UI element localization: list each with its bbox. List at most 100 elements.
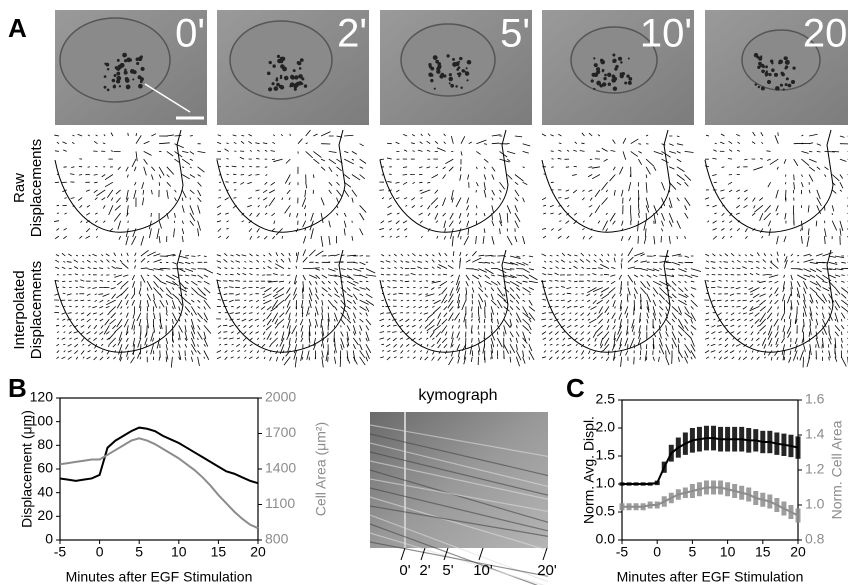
y2-tick-label: 1.4: [805, 426, 825, 442]
texture: [612, 59, 616, 63]
y-tick-label: 80: [37, 436, 53, 452]
texture: [778, 59, 783, 64]
plot-frame: [622, 400, 798, 540]
vector-panel: [380, 130, 532, 245]
texture: [279, 85, 283, 89]
texture: [274, 86, 279, 91]
texture: [304, 84, 307, 87]
vector: [822, 344, 823, 348]
y-tick-label: 1.0: [596, 475, 616, 491]
texture: [443, 74, 446, 77]
y2-tick-label: 1700: [265, 424, 296, 440]
texture: [300, 58, 304, 62]
texture: [272, 64, 275, 67]
texture: [122, 53, 127, 58]
texture: [456, 68, 459, 71]
vector: [380, 159, 384, 160]
texture: [450, 84, 454, 88]
cell-body: [401, 24, 495, 96]
texture: [104, 75, 107, 78]
texture: [628, 81, 632, 85]
texture: [761, 69, 765, 73]
kymo-tick: [401, 548, 405, 560]
row-label-line: Displacements: [28, 261, 45, 359]
vector: [147, 306, 148, 311]
texture: [768, 73, 771, 76]
texture: [114, 74, 117, 77]
texture: [124, 68, 127, 71]
texture: [136, 62, 139, 65]
y2-axis-label: Norm. Cell Area: [829, 420, 845, 519]
row-label: Raw Displacements: [11, 139, 45, 237]
texture: [446, 54, 449, 57]
vector: [424, 268, 428, 269]
texture: [604, 74, 606, 76]
vector: [588, 167, 592, 168]
y2-axis-label: Cell Area (μm²): [313, 422, 329, 516]
vector: [479, 351, 480, 356]
time-label: 2': [337, 12, 367, 56]
texture: [608, 82, 611, 85]
texture: [126, 85, 131, 90]
vector: [272, 159, 275, 160]
vector-panel: [55, 130, 207, 245]
texture: [141, 67, 145, 71]
x-tick-label: 20: [250, 544, 266, 560]
texture: [133, 70, 137, 74]
x-axis-label: Minutes after EGF Stimulation: [66, 569, 253, 585]
texture: [449, 77, 453, 81]
texture: [781, 73, 785, 77]
vector: [88, 300, 91, 301]
texture: [593, 57, 595, 59]
texture: [755, 83, 758, 86]
vector: [399, 293, 403, 294]
x-tick-label: 15: [755, 544, 771, 560]
texture: [603, 77, 606, 80]
vector: [328, 306, 329, 309]
vector: [282, 236, 283, 239]
vector: [778, 306, 779, 309]
texture: [628, 57, 630, 59]
texture: [591, 79, 594, 82]
panel-label: C: [566, 373, 585, 403]
texture: [766, 70, 768, 72]
texture: [628, 77, 632, 81]
row-label-line: Interpolated: [11, 270, 28, 349]
texture: [593, 88, 595, 90]
vector: [226, 159, 228, 160]
y2-tick-label: 1400: [265, 460, 296, 476]
texture: [436, 69, 440, 73]
x-tick-label: 15: [211, 544, 227, 560]
texture: [466, 67, 468, 69]
y-tick-label: 120: [30, 389, 54, 405]
texture: [112, 79, 116, 83]
kymo-time-label: 5': [442, 562, 453, 579]
vector: [166, 357, 167, 362]
vector: [438, 288, 441, 289]
texture: [117, 59, 120, 62]
vector: [615, 306, 616, 308]
vector: [653, 255, 656, 256]
texture: [289, 85, 291, 87]
vector-panel: [705, 130, 848, 245]
texture: [116, 72, 120, 76]
vector: [549, 294, 553, 295]
kymo-time-label: 20': [537, 562, 557, 579]
vector: [574, 306, 578, 307]
texture: [452, 58, 455, 61]
row-label-line: Raw: [11, 173, 28, 203]
texture: [299, 67, 302, 70]
y2-tick-label: 1100: [265, 495, 295, 511]
x-tick-label: 20: [790, 544, 806, 560]
y2-tick-label: 1.2: [805, 461, 825, 477]
vector: [249, 166, 251, 167]
vector: [288, 268, 290, 269]
texture: [612, 54, 615, 57]
texture: [276, 77, 278, 79]
vector: [726, 313, 728, 314]
texture: [116, 76, 121, 81]
texture: [435, 60, 439, 64]
vector: [175, 135, 182, 136]
kymograph-title: kymograph: [418, 387, 497, 404]
texture: [455, 85, 458, 88]
